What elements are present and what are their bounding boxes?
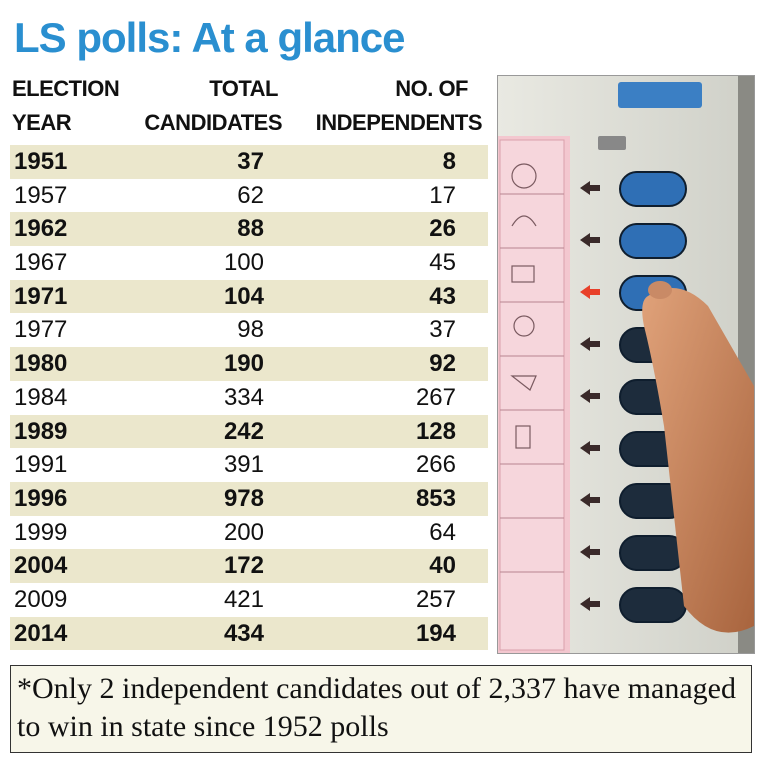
cell-year: 1967 bbox=[14, 249, 68, 277]
cell-independents: 257 bbox=[415, 585, 456, 613]
cell-independents: 17 bbox=[429, 181, 456, 209]
cell-year: 1991 bbox=[14, 451, 68, 479]
evm-illustration bbox=[498, 76, 754, 653]
cell-year: 1957 bbox=[14, 181, 68, 209]
evm-photo bbox=[497, 75, 755, 654]
cell-independents: 194 bbox=[415, 619, 456, 647]
table-row: 1989 242 128 bbox=[10, 414, 488, 449]
cell-independents: 853 bbox=[415, 484, 456, 512]
evm-arrow-icon bbox=[580, 441, 600, 455]
cell-independents: 128 bbox=[415, 417, 456, 445]
table-row: 1984 334 267 bbox=[10, 381, 488, 415]
table-row: 1951 37 8 bbox=[10, 145, 488, 179]
cell-independents: 37 bbox=[429, 316, 456, 344]
cell-year: 2004 bbox=[14, 552, 68, 580]
cell-year: 1996 bbox=[14, 484, 68, 512]
evm-arrow-icon bbox=[580, 493, 600, 507]
table-row: 1957 62 17 bbox=[10, 179, 488, 213]
cell-independents: 26 bbox=[429, 215, 456, 243]
cell-independents: 92 bbox=[429, 350, 456, 378]
cell-independents: 64 bbox=[429, 518, 456, 546]
header-ind-line2: INDEPENDENTS bbox=[315, 110, 483, 135]
cell-independents: 8 bbox=[442, 148, 456, 175]
evm-arrow-icon bbox=[580, 545, 600, 559]
cell-year: 1980 bbox=[14, 350, 68, 378]
cell-total-candidates: 62 bbox=[237, 181, 264, 209]
table-row: 1991 391 266 bbox=[10, 448, 488, 482]
table-row: 1996 978 853 bbox=[10, 481, 488, 516]
evm-button bbox=[619, 223, 687, 259]
cell-total-candidates: 104 bbox=[223, 282, 264, 310]
cell-year: 1951 bbox=[14, 148, 68, 175]
header-election-year: ELECTION YEAR bbox=[12, 72, 120, 140]
cell-total-candidates: 200 bbox=[223, 518, 264, 546]
cell-independents: 45 bbox=[429, 249, 456, 277]
evm-button bbox=[619, 587, 687, 623]
header-independents: NO. OF INDEPENDENTS bbox=[300, 72, 483, 140]
header-ind-line1: NO. OF bbox=[395, 76, 468, 101]
evm-button bbox=[619, 535, 687, 571]
evm-arrow-icon bbox=[580, 233, 600, 247]
cell-total-candidates: 100 bbox=[223, 249, 264, 277]
header-total-line1: TOTAL bbox=[209, 76, 278, 101]
table-row: 2004 172 40 bbox=[10, 549, 488, 583]
table-row: 2009 421 257 bbox=[10, 583, 488, 617]
cell-year: 1989 bbox=[14, 417, 68, 445]
page-title: LS polls: At a glance bbox=[14, 14, 406, 61]
table-row: 1999 200 64 bbox=[10, 516, 488, 550]
cell-total-candidates: 37 bbox=[237, 148, 264, 175]
cell-year: 2014 bbox=[14, 619, 68, 647]
cell-year: 1984 bbox=[14, 383, 68, 411]
evm-arrow-icon bbox=[580, 181, 600, 195]
table-row: 1971 104 43 bbox=[10, 279, 488, 314]
cell-total-candidates: 334 bbox=[223, 383, 264, 411]
table-row: 1977 98 37 bbox=[10, 313, 488, 347]
cell-total-candidates: 978 bbox=[223, 484, 264, 512]
cell-year: 1962 bbox=[14, 215, 68, 243]
cell-total-candidates: 98 bbox=[237, 316, 264, 344]
evm-arrow-icon bbox=[580, 285, 600, 299]
cell-total-candidates: 421 bbox=[223, 585, 264, 613]
cell-total-candidates: 391 bbox=[223, 451, 264, 479]
table-row: 1962 88 26 bbox=[10, 212, 488, 247]
table-row: 1980 190 92 bbox=[10, 347, 488, 381]
evm-arrow-icon bbox=[580, 337, 600, 351]
header-total-line2: CANDIDATES bbox=[144, 110, 282, 135]
header-year-line2: YEAR bbox=[12, 110, 72, 135]
table-row: 2014 434 194 bbox=[10, 616, 488, 651]
table-row: 1967 100 45 bbox=[10, 246, 488, 280]
evm-button bbox=[619, 171, 687, 207]
election-table: 1951 37 8 1957 62 17 1962 88 26 1967 100 45 1971 104 4… bbox=[10, 145, 488, 651]
footnote: *Only 2 independent candidates out of 2,… bbox=[10, 665, 752, 753]
cell-total-candidates: 88 bbox=[237, 215, 264, 243]
cell-total-candidates: 242 bbox=[223, 417, 264, 445]
cell-independents: 40 bbox=[429, 552, 456, 580]
header-total-candidates: TOTAL CANDIDATES bbox=[132, 72, 282, 140]
cell-total-candidates: 190 bbox=[223, 350, 264, 378]
cell-year: 2009 bbox=[14, 585, 68, 613]
cell-independents: 266 bbox=[415, 451, 456, 479]
cell-year: 1999 bbox=[14, 518, 68, 546]
cell-independents: 43 bbox=[429, 282, 456, 310]
header-year-line1: ELECTION bbox=[12, 76, 120, 101]
evm-arrow-icon bbox=[580, 597, 600, 611]
evm-arrow-icon bbox=[580, 389, 600, 403]
cell-year: 1977 bbox=[14, 316, 68, 344]
cell-year: 1971 bbox=[14, 282, 68, 310]
cell-total-candidates: 172 bbox=[223, 552, 264, 580]
cell-independents: 267 bbox=[415, 383, 456, 411]
cell-total-candidates: 434 bbox=[223, 619, 264, 647]
